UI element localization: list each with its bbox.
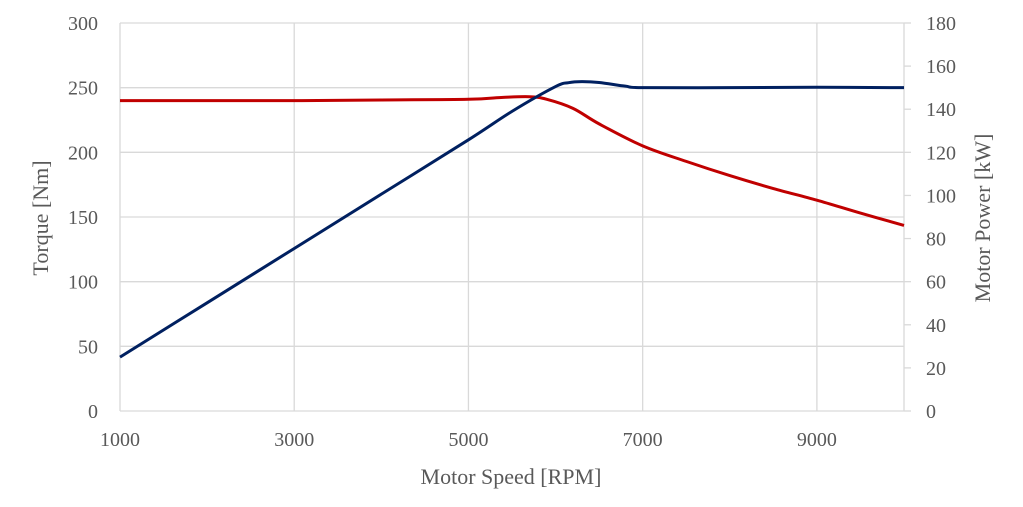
y-right-tick-label: 0 xyxy=(926,401,936,423)
y-right-tick-label: 100 xyxy=(926,185,956,207)
y-left-tick-label: 200 xyxy=(68,142,98,164)
torque-line xyxy=(120,95,905,227)
x-tick-label: 7000 xyxy=(623,429,663,451)
tick-labels: 0 50 100 150 200 250 300 1000 3000 5000 7000 9000 0 2… xyxy=(68,13,956,451)
x-axis-label: Motor Speed [RPM] xyxy=(421,464,602,489)
x-tick-label: 9000 xyxy=(797,429,837,451)
y-left-tick-label: 150 xyxy=(68,207,98,229)
y-right-tick-label: 140 xyxy=(926,99,956,121)
y-right-tick-label: 160 xyxy=(926,56,956,78)
y-right-tick-label: 180 xyxy=(926,13,956,35)
y-left-tick-label: 300 xyxy=(68,13,98,35)
y-right-tick-label: 20 xyxy=(926,358,946,380)
x-tick-label: 1000 xyxy=(100,429,140,451)
y-right-tick-label: 120 xyxy=(926,142,956,164)
y-axis-left-label: Torque [Nm] xyxy=(28,160,53,275)
x-tick-label: 5000 xyxy=(448,429,488,451)
series-lines xyxy=(119,80,905,359)
y-axis-right-label: Motor Power [kW] xyxy=(970,134,995,303)
power-line xyxy=(119,80,905,359)
x-tick-label: 3000 xyxy=(274,429,314,451)
y-left-tick-label: 100 xyxy=(68,272,98,294)
y-right-tick-label: 40 xyxy=(926,315,946,337)
y-left-tick-label: 50 xyxy=(78,336,98,358)
grid xyxy=(119,22,911,412)
y-left-tick-label: 250 xyxy=(68,78,98,100)
y-left-tick-label: 0 xyxy=(88,401,98,423)
y-right-tick-label: 60 xyxy=(926,272,946,294)
y-right-tick-label: 80 xyxy=(926,229,946,251)
